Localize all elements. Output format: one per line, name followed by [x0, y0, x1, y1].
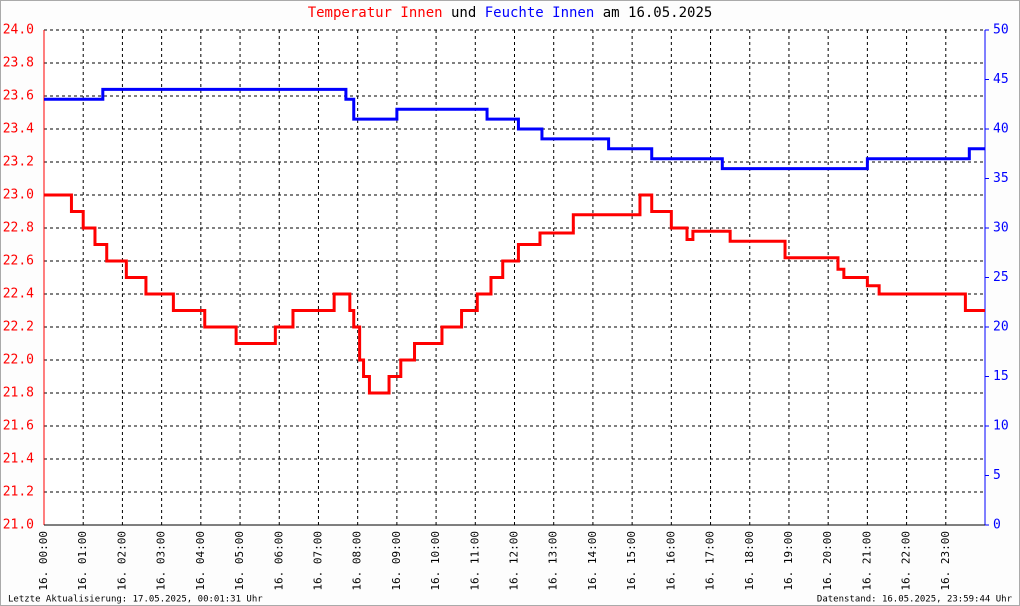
x-tick-label: 16. 08:00 — [351, 531, 364, 591]
series-line — [44, 87, 985, 171]
title-series-1: Temperatur Innen — [308, 5, 443, 21]
x-tick-label: 16. 13:00 — [547, 531, 560, 591]
y2-tick-label: 20 — [993, 320, 1009, 335]
x-tick-label: 16. 14:00 — [586, 531, 599, 591]
y-tick-label: 23.0 — [3, 188, 34, 203]
x-tick-label: 16. 01:00 — [76, 531, 89, 591]
x-tick-label: 16. 04:00 — [194, 531, 207, 591]
y2-tick-label: 30 — [993, 221, 1009, 236]
y-tick-label: 23.6 — [3, 89, 34, 104]
x-tick-label: 16. 09:00 — [390, 531, 403, 591]
x-tick-label: 16. 12:00 — [508, 531, 521, 591]
y-tick-label: 23.8 — [3, 56, 34, 71]
y2-tick-label: 40 — [993, 122, 1009, 137]
x-tick-label: 16. 06:00 — [272, 531, 285, 591]
x-tick-label: 16. 00:00 — [37, 531, 50, 591]
x-tick-label: 16. 21:00 — [860, 531, 873, 591]
footer-right: Datenstand: 16.05.2025, 23:59:44 Uhr — [817, 595, 1013, 605]
footer-left: Letzte Aktualisierung: 17.05.2025, 00:01… — [8, 595, 263, 605]
y2-tick-label: 10 — [993, 419, 1009, 434]
y-tick-label: 21.6 — [3, 419, 34, 434]
x-tick-label: 16. 02:00 — [115, 531, 128, 591]
x-tick-label: 16. 17:00 — [704, 531, 717, 591]
y-tick-label: 22.6 — [3, 254, 34, 269]
x-tick-label: 16. 23:00 — [939, 531, 952, 591]
x-tick-label: 16. 22:00 — [900, 531, 913, 591]
y-tick-label: 21.0 — [3, 518, 34, 533]
y-tick-label: 24.0 — [3, 23, 34, 38]
x-tick-label: 16. 20:00 — [821, 531, 834, 591]
y-tick-label: 23.4 — [3, 122, 34, 137]
x-tick-label: 16. 19:00 — [782, 531, 795, 591]
x-tick-label: 16. 03:00 — [155, 531, 168, 591]
series-line — [44, 193, 985, 395]
y2-tick-label: 15 — [993, 369, 1009, 384]
y-tick-label: 22.2 — [3, 320, 34, 335]
x-tick-label: 16. 10:00 — [429, 531, 442, 591]
y-tick-label: 21.4 — [3, 452, 34, 467]
y2-tick-label: 25 — [993, 270, 1009, 285]
x-tick-label: 16. 05:00 — [233, 531, 246, 591]
y2-tick-label: 0 — [993, 518, 1001, 533]
x-tick-label: 16. 11:00 — [468, 531, 481, 591]
x-tick-label: 16. 18:00 — [743, 531, 756, 591]
y2-tick-label: 50 — [993, 23, 1009, 38]
x-tick-label: 16. 16:00 — [664, 531, 677, 591]
y-tick-label: 21.8 — [3, 386, 34, 401]
y2-tick-label: 35 — [993, 171, 1009, 186]
y-tick-label: 22.8 — [3, 221, 34, 236]
title-series-2: Feuchte Innen — [485, 5, 595, 21]
y-tick-label: 22.0 — [3, 353, 34, 368]
x-tick-label: 16. 07:00 — [311, 531, 324, 591]
title-connector: und — [451, 5, 476, 21]
y2-tick-label: 5 — [993, 468, 1001, 483]
y-tick-label: 21.2 — [3, 485, 34, 500]
y-tick-label: 23.2 — [3, 155, 34, 170]
title-suffix: am 16.05.2025 — [603, 5, 713, 21]
x-tick-label: 16. 15:00 — [625, 531, 638, 591]
chart-title: Temperatur Innen und Feuchte Innen am 16… — [308, 5, 713, 21]
y-tick-label: 22.4 — [3, 287, 34, 302]
y2-tick-label: 45 — [993, 72, 1009, 87]
